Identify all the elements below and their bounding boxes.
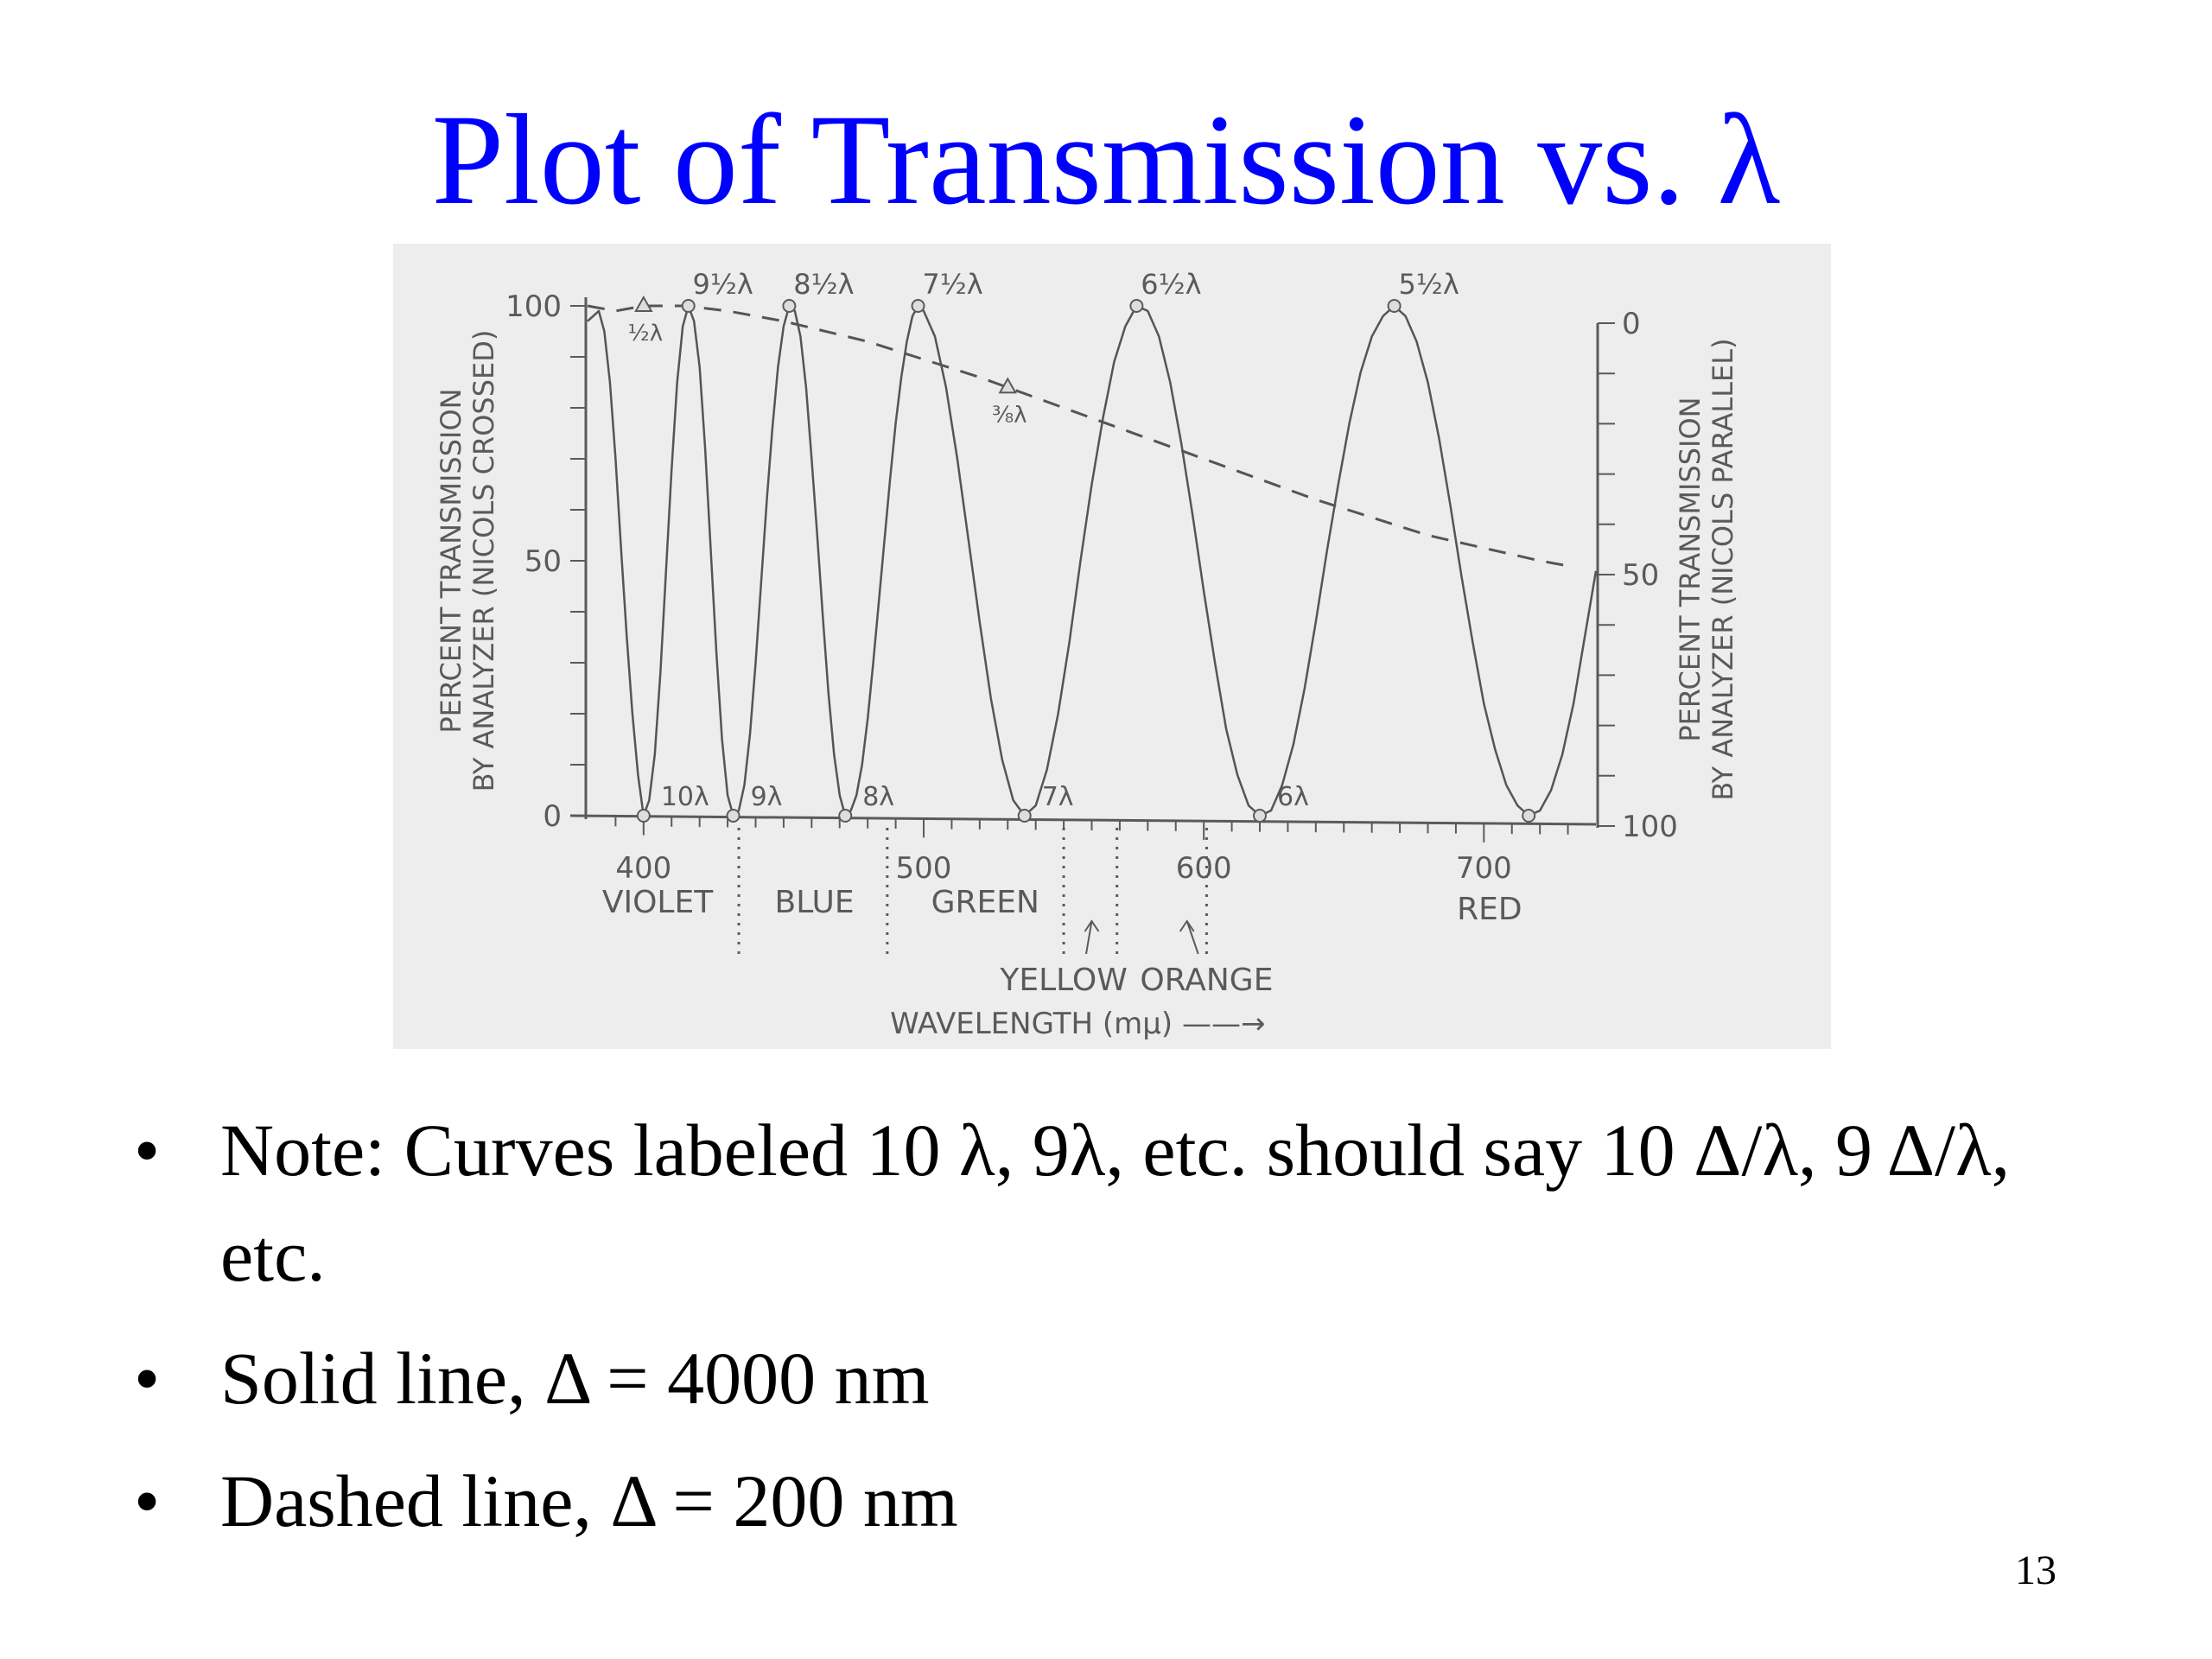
x-tick-label: 700 <box>1456 851 1512 886</box>
min-marker <box>1253 809 1267 823</box>
right-y-tick-label: 100 <box>1622 810 1678 844</box>
left-y-tick-label: 50 <box>524 544 562 579</box>
bullet-dot-icon: • <box>134 1459 161 1542</box>
dashed-annotation-label: ½λ <box>628 321 664 346</box>
band-label: GREEN <box>931 885 1039 920</box>
min-annotation-label: 7λ <box>1042 782 1074 812</box>
max-marker <box>782 299 797 313</box>
x-tick-label: 400 <box>615 851 671 886</box>
band-label: BLUE <box>775 885 855 920</box>
x-axis-line <box>569 814 1597 826</box>
bullet-text: Solid line, Δ = 4000 nm <box>220 1337 930 1420</box>
max-annotation-label: 6½λ <box>1141 268 1201 301</box>
transmission-chart: 0 50 100 100 50 0 400 500 600 700 VIOLET BLUE GREEN Y… <box>393 244 1831 1049</box>
right-y-axis-label: BY ANALYZER (NICOLS PARALLEL) <box>1707 338 1739 800</box>
left-y-tick-label: 100 <box>505 289 562 324</box>
dashed-triangle-marker <box>634 295 653 312</box>
left-y-tick-label: 0 <box>543 799 562 834</box>
slide-title: Plot of Transmission vs. λ <box>431 88 1781 232</box>
x-axis-label: WAVELENGTH (mμ) ——→ <box>890 1007 1265 1041</box>
bullet-text: Note: Curves labeled 10 λ, 9λ, etc. shou… <box>220 1109 2011 1297</box>
max-marker <box>911 299 925 313</box>
band-label: YELLOW <box>999 963 1128 998</box>
band-label: VIOLET <box>602 885 714 920</box>
right-y-axis-label: PERCENT TRANSMISSION <box>1674 397 1707 741</box>
solid-series-line <box>587 304 1598 817</box>
min-annotation-label: 9λ <box>751 782 783 812</box>
min-marker <box>636 809 651 823</box>
dashed-series-line <box>587 304 1568 568</box>
right-y-tick-label: 0 <box>1622 307 1641 341</box>
bullet-dot-icon: • <box>134 1337 161 1420</box>
min-marker <box>1017 809 1032 823</box>
dashed-annotation-label: ⅜λ <box>992 402 1027 428</box>
max-marker <box>1129 299 1144 313</box>
bullet-item: • Dashed line, Δ = 200 nm <box>125 1448 2026 1554</box>
bullet-item: • Solid line, Δ = 4000 nm <box>125 1325 2026 1431</box>
max-annotation-label: 8½λ <box>793 268 854 301</box>
x-tick-label: 600 <box>1176 851 1232 886</box>
max-marker <box>681 299 696 313</box>
yellow-arrow-icon <box>1084 919 1100 955</box>
min-annotation-label: 6λ <box>1277 782 1309 812</box>
min-marker <box>1522 809 1536 823</box>
bullet-item: • Note: Curves labeled 10 λ, 9λ, etc. sho… <box>125 1097 2026 1308</box>
min-annotation-label: 8λ <box>862 782 894 812</box>
right-y-tick-label: 50 <box>1622 558 1659 593</box>
page-number: 13 <box>2015 1548 2056 1593</box>
bullet-list: • Note: Curves labeled 10 λ, 9λ, etc. sho… <box>125 1097 2026 1571</box>
min-annotation-label: 10λ <box>661 782 709 812</box>
bullet-text: Dashed line, Δ = 200 nm <box>220 1459 958 1542</box>
min-marker <box>726 809 741 823</box>
band-label: RED <box>1457 892 1522 927</box>
left-y-axis-label: BY ANALYZER (NICOLS CROSSED) <box>467 330 500 792</box>
max-annotation-label: 7½λ <box>922 268 982 301</box>
orange-arrow-icon <box>1179 919 1199 955</box>
min-marker <box>838 809 853 823</box>
dashed-triangle-marker <box>998 377 1017 394</box>
x-tick-label: 500 <box>896 851 952 886</box>
bullet-dot-icon: • <box>134 1109 161 1192</box>
max-annotation-label: 9½λ <box>693 268 753 301</box>
max-annotation-label: 5½λ <box>1398 268 1459 301</box>
band-label: ORANGE <box>1140 963 1273 998</box>
left-y-axis-label: PERCENT TRANSMISSION <box>435 388 467 733</box>
max-marker <box>1387 299 1402 313</box>
